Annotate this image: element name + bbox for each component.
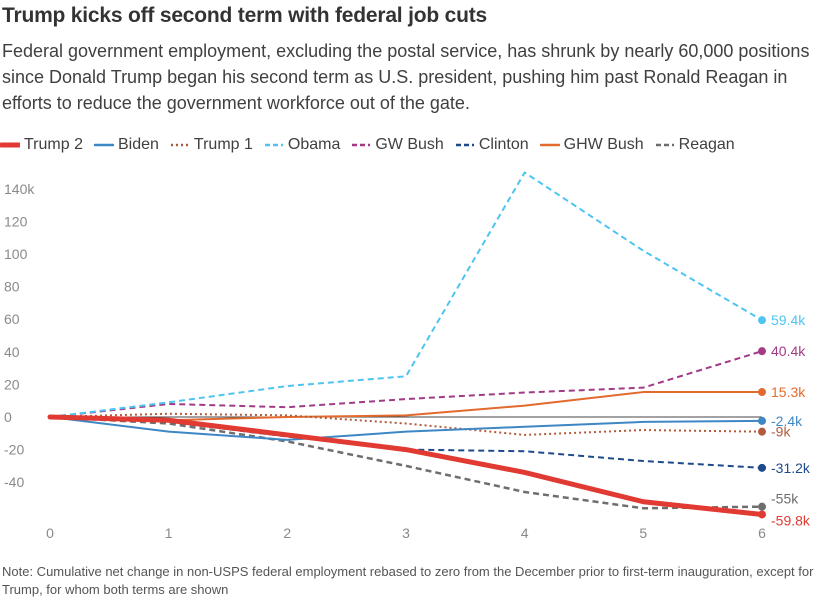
end-point-gw-bush [758, 347, 766, 356]
y-tick-label: 140k [4, 181, 35, 197]
legend-label-trump-1: Trump 1 [193, 136, 253, 153]
legend-swatch-clinton [455, 143, 474, 147]
end-label-clinton: -31.2k [771, 460, 811, 476]
legend-swatch-obama [264, 143, 283, 147]
legend-label-clinton: Clinton [478, 136, 529, 153]
end-label-biden: -2.4k [771, 413, 803, 429]
end-point-trump-2 [758, 510, 766, 519]
legend-label-reagan: Reagan [678, 136, 735, 153]
legend-swatch-reagan [655, 143, 674, 147]
end-point-obama [758, 316, 766, 325]
end-point-biden [758, 416, 766, 425]
legend-label-ghw-bush: GHW Bush [563, 136, 644, 153]
x-tick-label: 0 [46, 525, 54, 541]
legend-item-biden: Biden [93, 136, 159, 154]
end-point-clinton [758, 463, 766, 472]
y-tick-label: 60 [4, 311, 20, 327]
line-chart: 140k 120 100 80 60 40 20 0 -20 -40 0 1 2 3 4 5 6 -59.8k -2… [4, 171, 811, 541]
end-point-ghw-bush [758, 388, 766, 397]
end-label-obama: 59.4k [771, 312, 806, 328]
end-label-trump-2: -59.8k [771, 512, 811, 528]
y-tick-label: 100 [4, 246, 28, 262]
series-line-gw-bush [49, 350, 763, 418]
y-tick-label: 120 [4, 213, 28, 229]
legend-item-ghw-bush: GHW Bush [539, 136, 644, 154]
legend-item-trump-2: Trump 2 [0, 136, 83, 154]
end-label-gw-bush: 40.4k [771, 343, 806, 359]
series-line-trump-1 [49, 412, 763, 436]
legend-label-obama: Obama [287, 136, 341, 153]
legend-swatch-biden [93, 143, 114, 147]
legend-swatch-gw-bush [352, 143, 371, 147]
x-tick-label: 4 [521, 525, 529, 541]
end-label-trump-1: -9k [771, 424, 791, 440]
legend-item-reagan: Reagan [655, 136, 735, 154]
legend-swatch-trump-2 [0, 142, 20, 148]
legend-label-trump-2: Trump 2 [24, 136, 83, 153]
chart-title: Trump kicks off second term with federal… [2, 4, 487, 27]
series-line-ghw-bush [49, 391, 763, 422]
legend: Trump 2 Biden Trump 1 Obama GW Bush Clinton GH… [0, 135, 746, 155]
legend-item-obama: Obama [264, 136, 340, 154]
end-point-trump-1 [758, 427, 766, 436]
y-tick-label: -20 [4, 442, 24, 458]
series-line-obama [49, 171, 763, 418]
legend-swatch-ghw-bush [539, 143, 560, 147]
x-tick-label: 6 [758, 525, 766, 541]
series-line-trump-2 [47, 414, 765, 517]
end-point-reagan [758, 502, 766, 511]
y-tick-label: -40 [4, 474, 24, 490]
series-line-reagan [49, 415, 763, 510]
y-tick-label: 80 [4, 279, 20, 295]
x-tick-label: 2 [283, 525, 291, 541]
y-tick-label: 20 [4, 376, 20, 392]
x-tick-label: 1 [165, 525, 173, 541]
chart-subtitle: Federal government employment, excluding… [2, 41, 810, 113]
series-line-clinton [49, 416, 763, 469]
x-tick-label: 3 [402, 525, 410, 541]
series-line-biden [49, 416, 763, 441]
y-tick-label: 40 [4, 344, 20, 360]
legend-item-clinton: Clinton [455, 136, 529, 154]
legend-item-trump-1: Trump 1 [170, 136, 253, 154]
y-tick-label: 0 [4, 409, 12, 425]
legend-swatch-trump-1 [170, 143, 189, 147]
chart-note: Note: Cumulative net change in non-USPS … [2, 564, 814, 597]
legend-label-gw-bush: GW Bush [375, 136, 444, 153]
x-tick-label: 5 [639, 525, 647, 541]
end-label-reagan: -55k [771, 491, 799, 507]
end-label-ghw-bush: 15.3k [771, 384, 806, 400]
legend-label-biden: Biden [117, 136, 159, 153]
legend-item-gw-bush: GW Bush [351, 136, 444, 154]
